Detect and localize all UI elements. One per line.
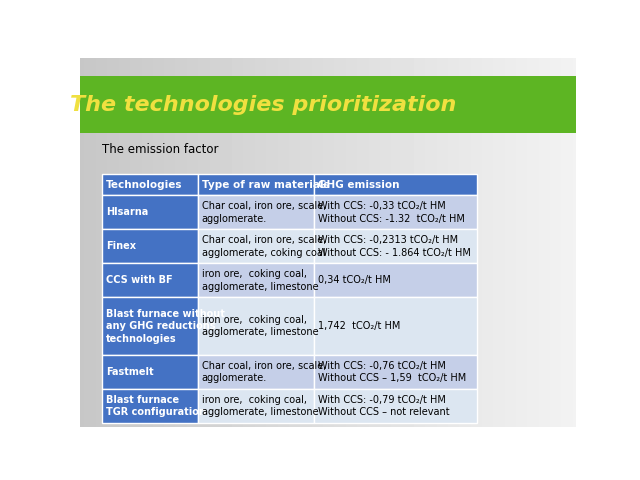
Bar xyxy=(102,229,198,264)
Text: CCS with BF: CCS with BF xyxy=(106,276,173,286)
Text: With CCS: -0,2313 tCO₂/t HM
Without CCS: - 1.864 tCO₂/t HM: With CCS: -0,2313 tCO₂/t HM Without CCS:… xyxy=(318,235,471,258)
Text: Char coal, iron ore, scale,
agglomerate, coking coal: Char coal, iron ore, scale, agglomerate,… xyxy=(202,235,326,258)
Text: 1,742  tCO₂/t HM: 1,742 tCO₂/t HM xyxy=(318,321,400,331)
Text: Char coal, iron ore, scale,
agglomerate.: Char coal, iron ore, scale, agglomerate. xyxy=(202,360,326,383)
Bar xyxy=(198,355,314,389)
Bar xyxy=(314,229,477,264)
Text: GHG emission: GHG emission xyxy=(318,180,399,190)
Bar xyxy=(198,298,314,355)
Bar xyxy=(198,195,314,229)
Bar xyxy=(80,76,576,133)
Text: Blast furnace
TGR configuration: Blast furnace TGR configuration xyxy=(106,395,206,417)
Text: The technologies prioritization: The technologies prioritization xyxy=(70,95,457,115)
Text: Finex: Finex xyxy=(106,241,136,252)
Text: With CCS: -0,76 tCO₂/t HM
Without CCS – 1,59  tCO₂/t HM: With CCS: -0,76 tCO₂/t HM Without CCS – … xyxy=(318,360,466,383)
Text: HIsarna: HIsarna xyxy=(106,207,148,217)
Bar xyxy=(102,355,198,389)
Text: iron ore,  coking coal,
agglomerate, limestone: iron ore, coking coal, agglomerate, lime… xyxy=(202,269,319,292)
Bar xyxy=(314,389,477,423)
Bar xyxy=(314,174,477,195)
Text: The emission factor: The emission factor xyxy=(102,143,219,156)
Text: With CCS: -0,79 tCO₂/t HM
Without CCS – not relevant: With CCS: -0,79 tCO₂/t HM Without CCS – … xyxy=(318,395,449,417)
Bar xyxy=(198,174,314,195)
Text: Type of raw materials: Type of raw materials xyxy=(202,180,330,190)
Text: iron ore,  coking coal,
agglomerate, limestone: iron ore, coking coal, agglomerate, lime… xyxy=(202,315,319,337)
Text: Blast furnace without
any GHG reductions
technologies: Blast furnace without any GHG reductions… xyxy=(106,309,225,344)
Bar xyxy=(198,264,314,298)
Text: Fastmelt: Fastmelt xyxy=(106,367,154,377)
Text: Char coal, iron ore, scale,
agglomerate.: Char coal, iron ore, scale, agglomerate. xyxy=(202,201,326,224)
Bar xyxy=(102,195,198,229)
Bar xyxy=(314,355,477,389)
Bar xyxy=(102,174,198,195)
Bar xyxy=(102,389,198,423)
Text: With CCS: -0,33 tCO₂/t HM
Without CCS: -1.32  tCO₂/t HM: With CCS: -0,33 tCO₂/t HM Without CCS: -… xyxy=(318,201,465,224)
Bar xyxy=(198,229,314,264)
Text: Technologies: Technologies xyxy=(106,180,183,190)
Bar xyxy=(314,264,477,298)
Bar xyxy=(102,298,198,355)
Bar xyxy=(314,298,477,355)
Text: 0,34 tCO₂/t HM: 0,34 tCO₂/t HM xyxy=(318,276,391,286)
Bar xyxy=(198,389,314,423)
Bar xyxy=(314,195,477,229)
Bar xyxy=(102,264,198,298)
Text: iron ore,  coking coal,
agglomerate, limestone: iron ore, coking coal, agglomerate, lime… xyxy=(202,395,319,417)
